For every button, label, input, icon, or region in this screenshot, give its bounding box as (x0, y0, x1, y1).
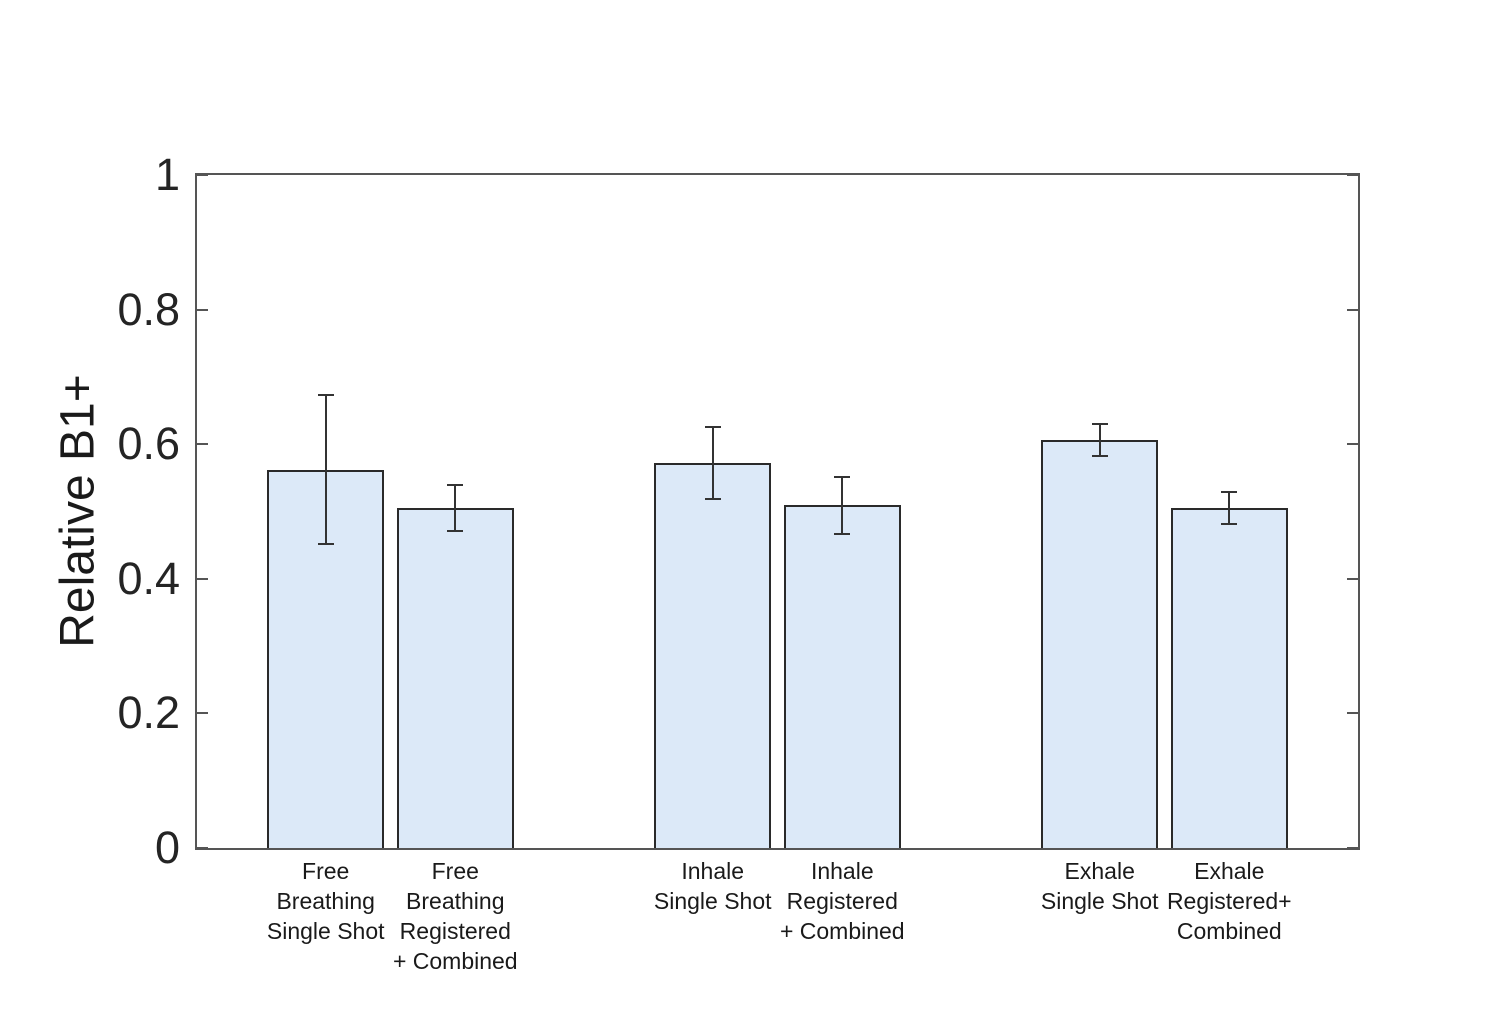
y-tick-label: 0.2 (117, 687, 180, 739)
error-bar-cap-top (447, 484, 464, 487)
error-bar-cap-bottom (1221, 523, 1238, 526)
x-tick-label-line: Combined (1176, 918, 1282, 944)
bar-free-breathing-registered-combined (396, 508, 514, 848)
x-tick-label-line: + Combined (779, 918, 905, 944)
error-bar-cap-top (834, 475, 851, 478)
y-tick-left (197, 443, 208, 446)
plot-area (195, 173, 1360, 850)
x-tick-label: Free Breathing Single Shot (267, 856, 385, 946)
error-bar-cap-top (1091, 423, 1108, 425)
error-bar-line (711, 426, 714, 500)
x-tick-label-line: Exhale (1064, 858, 1135, 884)
y-tick-left (197, 847, 208, 849)
y-tick-right (1347, 847, 1358, 849)
error-bar-cap-bottom (834, 533, 851, 536)
y-tick-label: 0.6 (117, 418, 180, 470)
y-tick-label: 0.8 (117, 283, 180, 335)
error-bar-cap-top (1221, 490, 1238, 493)
x-tick-label-line: Single Shot (653, 888, 772, 914)
error-bar-cap-bottom (1091, 455, 1108, 458)
x-tick-label-line: Free (302, 858, 350, 884)
error-bar-cap-top (317, 394, 334, 397)
error-bar-cap-top (704, 425, 721, 428)
error-bar-line (324, 395, 327, 545)
x-tick-label-line: Registered+ (1166, 888, 1292, 914)
y-tick-right (1347, 712, 1358, 715)
y-tick-right (1347, 577, 1358, 580)
error-bar-line (1098, 424, 1101, 457)
y-tick-left (197, 712, 208, 715)
x-tick-label-line: Inhale (810, 858, 874, 884)
x-tick-label: Free Breathing Registered + Combined (393, 856, 518, 976)
y-tick-label: 0.4 (117, 552, 180, 604)
error-bar-cap-bottom (704, 498, 721, 501)
y-tick-right (1347, 174, 1358, 176)
bar-exhale-single-shot (1041, 440, 1159, 848)
bar-inhale-single-shot (654, 463, 772, 848)
y-tick-right (1347, 308, 1358, 311)
bar-exhale-registered-combined (1170, 508, 1288, 848)
y-tick-left (197, 308, 208, 311)
error-bar-line (841, 476, 844, 535)
x-tick-label: Exhale Single Shot (1041, 856, 1159, 916)
x-tick-label: Inhale Registered + Combined (780, 856, 905, 946)
error-bar-line (1228, 491, 1231, 525)
x-tick-label-line: + Combined (392, 948, 518, 974)
x-tick-label-line: Registered (786, 888, 898, 914)
x-tick-label-line: Breathing (406, 888, 505, 914)
y-tick-label: 0 (154, 822, 180, 873)
x-tick-label-line: Free (431, 858, 479, 884)
x-tick-label: Exhale Registered+ Combined (1167, 856, 1292, 946)
error-bar-line (454, 485, 457, 531)
x-tick-label-line: Breathing (276, 888, 375, 914)
y-tick-left (197, 174, 208, 176)
x-tick-label: Inhale Single Shot (654, 856, 772, 916)
y-tick-right (1347, 443, 1358, 446)
y-tick-label: 1 (154, 149, 180, 200)
bar-inhale-registered-combined (783, 505, 901, 848)
x-tick-label-line: Inhale (681, 858, 745, 884)
x-tick-label-line: Exhale (1194, 858, 1265, 884)
x-tick-label-line: Registered (399, 918, 511, 944)
y-tick-left (197, 577, 208, 580)
x-tick-label-line: Single Shot (266, 918, 385, 944)
error-bar-cap-bottom (317, 543, 334, 546)
error-bar-cap-bottom (447, 530, 464, 533)
x-tick-label-line: Single Shot (1040, 888, 1159, 914)
